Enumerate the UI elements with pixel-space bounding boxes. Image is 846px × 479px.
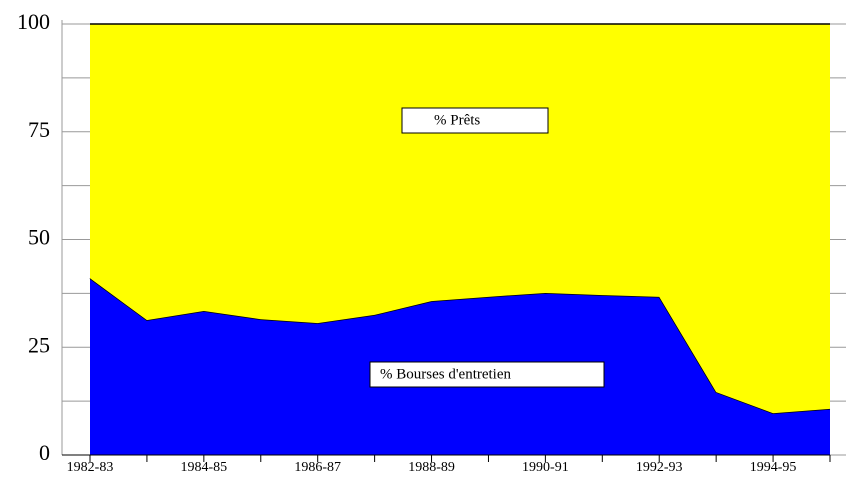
x-tick-label: 1984-85	[181, 460, 228, 475]
y-tick-label: 50	[28, 225, 50, 250]
x-tick-label: 1990-91	[522, 460, 569, 475]
legend-box	[401, 107, 549, 134]
x-tick-label: 1988-89	[408, 460, 455, 475]
x-tick-label: 1994-95	[750, 460, 797, 475]
y-tick-label: 25	[28, 332, 50, 357]
y-tick-label: 0	[39, 440, 50, 465]
y-tick-label: 75	[28, 117, 50, 142]
y-tick-label: 100	[17, 9, 50, 34]
legend-label: % Bourses d'entretien	[380, 366, 512, 382]
legend-box	[369, 361, 605, 388]
area	[90, 24, 830, 414]
legend-label: % Prêts	[434, 112, 480, 128]
x-tick-label: 1982-83	[67, 460, 114, 475]
x-tick-label: 1992-93	[636, 460, 683, 475]
x-tick-label: 1986-87	[294, 460, 341, 475]
